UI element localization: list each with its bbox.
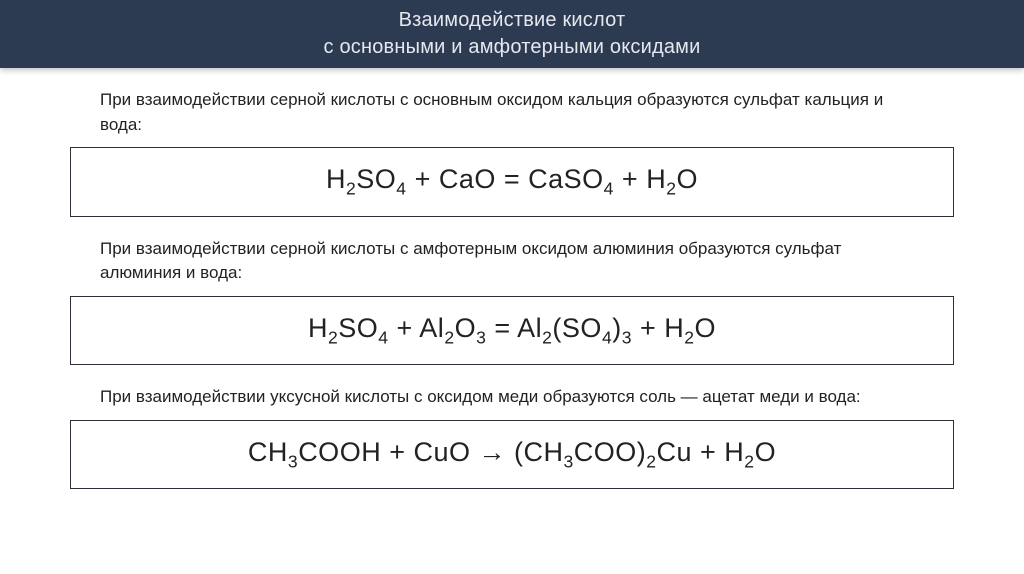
caption-2: При взаимодействии серной кислоты с амфо…: [100, 237, 924, 286]
formula-box-1: H2SO4 + CaO = CaSO4 + H2O: [70, 147, 954, 216]
header-title-line1: Взаимодействие кислот: [399, 7, 626, 34]
slide-content: При взаимодействии серной кислоты с осно…: [0, 68, 1024, 489]
caption-3: При взаимодействии уксусной кислоты с ок…: [100, 385, 924, 410]
formula-box-3: CH3COOH + CuO → (CH3COO)2Cu + H2O: [70, 420, 954, 489]
caption-1: При взаимодействии серной кислоты с осно…: [100, 88, 924, 137]
formula-box-2: H2SO4 + Al2O3 = Al2(SO4)3 + H2O: [70, 296, 954, 365]
slide-header: Взаимодействие кислот с основными и амфо…: [0, 0, 1024, 68]
header-title-line2: с основными и амфотерными оксидами: [324, 34, 701, 61]
